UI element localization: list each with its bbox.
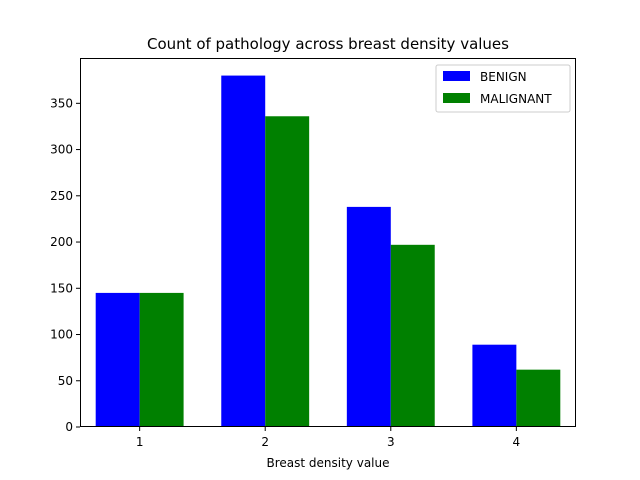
y-tick-label: 100 — [50, 328, 73, 342]
plot-frame — [80, 58, 576, 427]
legend-swatch-malignant — [443, 93, 470, 103]
y-tick-label: 0 — [65, 420, 73, 434]
y-tick-label: 250 — [50, 189, 73, 203]
bars-group — [95, 75, 561, 428]
legend-swatch-benign — [443, 71, 470, 81]
bar-malignant-3 — [390, 244, 435, 427]
legend-label-benign: BENIGN — [480, 70, 527, 84]
bar-benign-1 — [95, 292, 140, 427]
x-axis-label: Breast density value — [267, 456, 390, 470]
y-tick-label: 200 — [50, 235, 73, 249]
bar-benign-4 — [472, 344, 517, 427]
y-tick-label: 300 — [50, 143, 73, 157]
bar-malignant-2 — [265, 116, 310, 428]
x-tick-label: 4 — [513, 435, 521, 449]
legend: BENIGN MALIGNANT — [435, 64, 571, 113]
bar-benign-3 — [346, 206, 391, 427]
y-tick-label: 50 — [58, 374, 73, 388]
legend-label-malignant: MALIGNANT — [480, 92, 552, 106]
x-tick-label: 2 — [261, 435, 269, 449]
bar-benign-2 — [221, 75, 266, 428]
x-axis-ticks: 1 2 3 4 — [136, 427, 520, 449]
y-tick-label: 150 — [50, 281, 73, 295]
chart-title: Count of pathology across breast density… — [147, 35, 509, 53]
y-axis-ticks: 0 50 100 150 200 250 300 350 — [50, 96, 80, 434]
bar-malignant-4 — [516, 369, 561, 427]
x-tick-label: 1 — [136, 435, 144, 449]
bar-malignant-1 — [139, 292, 184, 427]
y-tick-label: 350 — [50, 96, 73, 110]
x-tick-label: 3 — [387, 435, 395, 449]
